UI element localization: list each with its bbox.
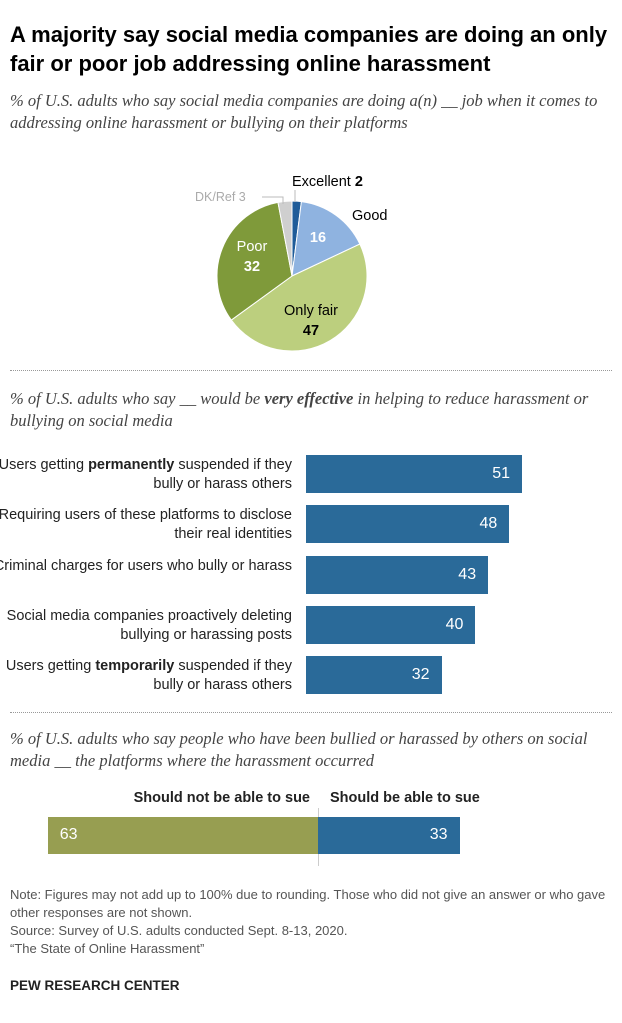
pie-label: DK/Ref 3 bbox=[195, 190, 246, 204]
pie-label: 16 bbox=[310, 230, 326, 246]
bar: 32 bbox=[306, 656, 442, 695]
sue-label-yes: Should be able to sue bbox=[330, 790, 480, 806]
pie-slice-good bbox=[291, 201, 361, 277]
report-title: “The State of Online Harassment” bbox=[10, 941, 205, 956]
bar: 48 bbox=[306, 505, 510, 544]
note: Note: Figures may not add up to 100% due… bbox=[10, 887, 606, 920]
bar-value: 33 bbox=[429, 826, 448, 843]
pie-slice-dk-ref bbox=[277, 200, 293, 277]
bar-label: Criminal charges for users who bully or … bbox=[0, 557, 292, 574]
bar-value: 51 bbox=[492, 465, 510, 482]
bar-label: Social media companies proactively delet… bbox=[6, 607, 292, 643]
leader-line bbox=[262, 196, 284, 204]
pie-label: Poor bbox=[237, 239, 268, 255]
pie-slice-only-fair bbox=[230, 243, 368, 352]
pie-subtitle: % of U.S. adults who say social media co… bbox=[10, 91, 598, 132]
bar-subtitle: % of U.S. adults who say __ would be ver… bbox=[10, 389, 589, 430]
pie-label: 47 bbox=[303, 323, 319, 339]
pie-slice-poor bbox=[216, 201, 293, 321]
pie-label: Only fair bbox=[284, 303, 338, 319]
bar-should-sue: 33 bbox=[318, 817, 460, 854]
bar: 51 bbox=[306, 455, 522, 493]
divider bbox=[10, 712, 612, 713]
pie-chart: Excellent 2 Good 16 Only fair 47 Poor 32 DK/Ref… bbox=[195, 174, 387, 352]
pie-label: Good bbox=[352, 208, 387, 224]
sue-subtitle: % of U.S. adults who say people who have… bbox=[10, 729, 588, 770]
bar-value: 40 bbox=[445, 615, 464, 633]
bar-value: 32 bbox=[411, 666, 430, 684]
sue-label-not: Should not be able to sue bbox=[133, 790, 310, 806]
source: Source: Survey of U.S. adults conducted … bbox=[10, 923, 348, 938]
divider bbox=[10, 370, 612, 371]
bar-label: Users getting temporarily suspended if t… bbox=[5, 658, 292, 694]
brand-logo: PEW RESEARCH CENTER bbox=[10, 978, 180, 993]
chart-title: A majority say social media companies ar… bbox=[10, 22, 608, 76]
bar-value: 43 bbox=[458, 565, 477, 583]
pie-label: 32 bbox=[244, 259, 260, 275]
bar: 40 bbox=[306, 605, 476, 644]
bar-label: Users getting permanently suspended if t… bbox=[0, 457, 292, 492]
bar-value: 63 bbox=[59, 826, 78, 843]
bar-should-not-sue: 63 bbox=[47, 817, 318, 854]
bar-value: 48 bbox=[479, 515, 498, 533]
pie-label: Excellent 2 bbox=[292, 174, 363, 190]
bar-label: Requiring users of these platforms to di… bbox=[0, 507, 292, 543]
bar: 43 bbox=[306, 555, 489, 594]
